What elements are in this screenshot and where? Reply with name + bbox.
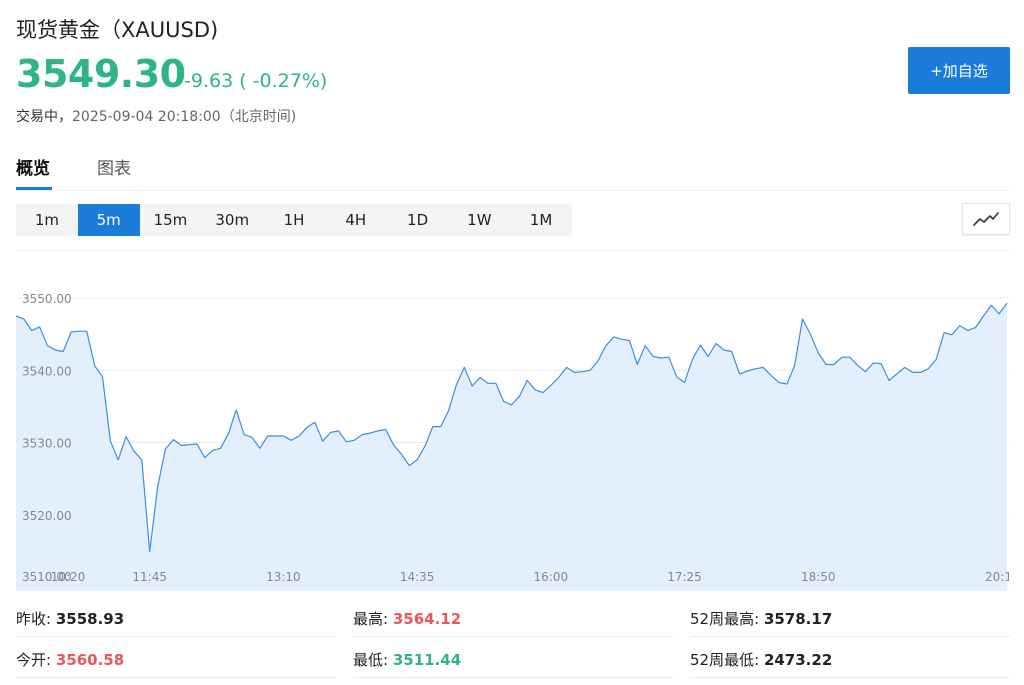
interval-1mo[interactable]: 1M [529, 211, 553, 229]
timestamp: 2025-09-04 20:18:00（北京时间) [72, 109, 297, 125]
x-tick-label: 11:45 [132, 570, 167, 584]
divider [690, 636, 1010, 637]
y-tick-label: 3540.00 [22, 364, 72, 378]
interval-1d[interactable]: 1D [407, 211, 429, 229]
stat-label: 今开: [16, 651, 52, 669]
stat-value: 3564.12 [392, 610, 462, 628]
stat-open: 今开: 3560.58 [16, 649, 124, 685]
x-tick-label: 17:25 [667, 570, 702, 584]
price-change: -9.63 ( -0.27%) [184, 70, 328, 92]
divider [690, 677, 1010, 678]
tab-overview[interactable]: 概览 [16, 159, 50, 179]
price-line [15, 302, 1008, 553]
stat-label: 昨收: [16, 610, 52, 628]
page-title: 现货黄金（XAUUSD) [16, 18, 219, 42]
price-chart-svg: 3550.00 3540.00 3530.00 3520.00 3510.0010:20… [15, 292, 1012, 591]
stat-prev-close: 昨收: 3558.93 [16, 608, 124, 644]
add-to-watchlist-button[interactable]: +加自选 [908, 47, 1010, 94]
interval-30m[interactable]: 30m [215, 211, 250, 229]
y-tick-label: 3510.00 [22, 570, 72, 584]
y-tick-label: 3520.00 [22, 509, 72, 523]
stat-52w-high: 52周最高: 3578.17 [690, 608, 832, 644]
trading-status: 交易中，2025-09-04 20:18:00（北京时间) [16, 106, 296, 126]
stat-value: 3560.58 [55, 651, 125, 669]
price-chart: 3550.00 3540.00 3530.00 3520.00 3510.00 10:20… [15, 250, 1012, 591]
divider [16, 677, 336, 678]
stat-label: 最低: [353, 651, 389, 669]
interval-1m[interactable]: 1m [34, 211, 59, 229]
x-tick-label: 18:50 [801, 570, 836, 584]
stat-value: 3578.17 [763, 610, 833, 628]
tab-bar: 概览 图表 [16, 154, 1010, 191]
divider [353, 677, 673, 678]
active-tab-indicator [16, 187, 52, 190]
stat-label: 52周最高: [690, 610, 760, 628]
stat-52w-low: 52周最低: 2473.22 [690, 649, 832, 685]
interval-selector: 1m 5m 15m 30m 1H 4H 1D 1W 1M [16, 204, 572, 236]
x-tick-label: 13:10 [266, 570, 301, 584]
status-label: 交易中， [16, 109, 72, 125]
interval-1h[interactable]: 1H [283, 211, 305, 229]
divider [16, 636, 336, 637]
stat-label: 52周最低: [690, 651, 760, 669]
interval-1w[interactable]: 1W [467, 211, 492, 229]
interval-15m[interactable]: 15m [153, 211, 188, 229]
line-chart-icon [973, 212, 999, 226]
stat-value: 2473.22 [763, 651, 833, 669]
x-tick-label: 16:00 [534, 570, 569, 584]
interval-5m[interactable]: 5m [77, 204, 140, 236]
stat-high: 最高: 3564.12 [353, 608, 461, 644]
stat-value: 3511.44 [392, 651, 462, 669]
y-tick-label: 3550.00 [22, 292, 72, 306]
divider [353, 636, 673, 637]
stat-low: 最低: 3511.44 [353, 649, 461, 685]
current-price: 3549.30 [16, 52, 186, 96]
stat-label: 最高: [353, 610, 389, 628]
chart-type-button[interactable] [962, 203, 1010, 235]
stat-value: 3558.93 [55, 610, 125, 628]
interval-4h[interactable]: 4H [345, 211, 367, 229]
x-tick-label: 20:1 [985, 570, 1009, 584]
price-area [16, 303, 1007, 591]
tab-chart[interactable]: 图表 [97, 159, 131, 179]
y-tick-label: 3530.00 [22, 437, 72, 451]
x-tick-label: 10:20 [51, 570, 86, 584]
x-tick-label: 14:35 [400, 570, 435, 584]
